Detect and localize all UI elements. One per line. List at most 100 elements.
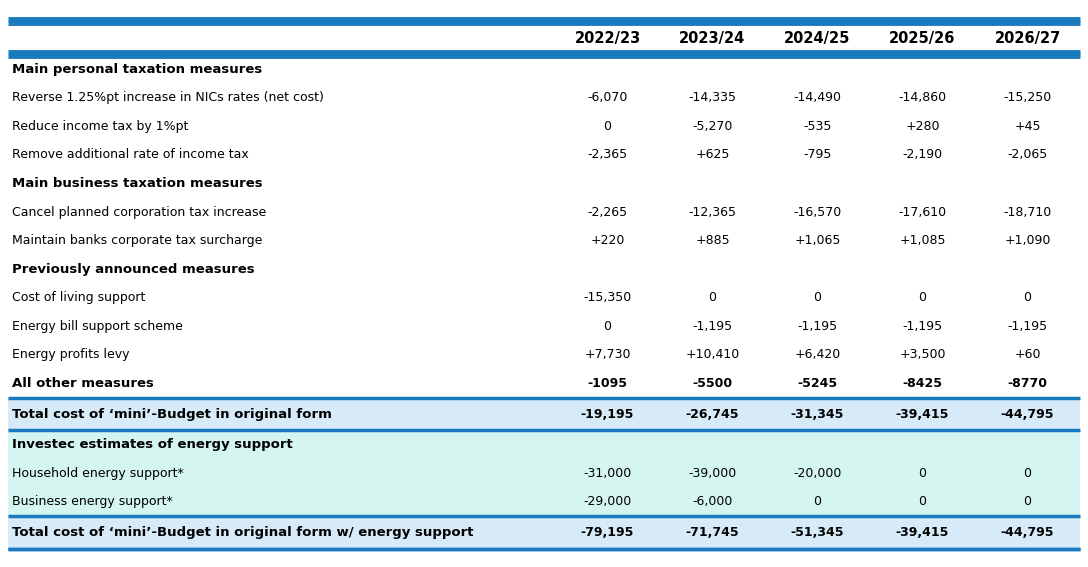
Text: -14,335: -14,335 [689,91,737,104]
Text: -535: -535 [803,120,831,133]
Text: 0: 0 [918,291,927,304]
Text: +60: +60 [1014,348,1041,361]
Text: -8425: -8425 [903,377,942,390]
Text: Remove additional rate of income tax: Remove additional rate of income tax [12,149,249,162]
Bar [8,255,1080,284]
Text: -1095: -1095 [588,377,628,390]
Text: +625: +625 [695,149,730,162]
Text: +1,090: +1,090 [1004,234,1051,247]
Text: -1,195: -1,195 [1007,320,1048,333]
Text: 0: 0 [918,467,927,480]
Text: -14,490: -14,490 [793,91,841,104]
Bar [8,169,1080,198]
Bar [8,397,1080,430]
Text: -1,195: -1,195 [692,320,732,333]
Text: -31,000: -31,000 [583,467,632,480]
Text: Energy profits levy: Energy profits levy [12,348,129,361]
Bar [8,83,1080,112]
Text: +6,420: +6,420 [794,348,841,361]
Bar [8,516,1080,549]
Text: -5500: -5500 [692,377,732,390]
Text: -5245: -5245 [798,377,838,390]
Text: -18,710: -18,710 [1003,206,1052,218]
Text: -8770: -8770 [1007,377,1048,390]
Text: -39,000: -39,000 [689,467,737,480]
Text: -17,610: -17,610 [899,206,947,218]
Text: +3,500: +3,500 [900,348,945,361]
Text: 0: 0 [1024,496,1031,509]
Bar [8,198,1080,226]
Text: Cost of living support: Cost of living support [12,291,146,304]
Text: -6,070: -6,070 [588,91,628,104]
Text: -19,195: -19,195 [581,408,634,421]
Text: +1,085: +1,085 [900,234,945,247]
Text: Cancel planned corporation tax increase: Cancel planned corporation tax increase [12,206,267,218]
Text: 0: 0 [1024,291,1031,304]
Text: 0: 0 [1024,467,1031,480]
Bar [8,312,1080,341]
Text: All other measures: All other measures [12,377,153,390]
Bar [8,341,1080,369]
Bar [8,430,1080,459]
Bar [8,488,1080,516]
Bar [8,112,1080,141]
Text: 2022/23: 2022/23 [574,32,641,46]
Text: -79,195: -79,195 [581,526,634,539]
Text: -12,365: -12,365 [689,206,737,218]
Text: 0: 0 [604,320,611,333]
Text: 0: 0 [918,496,927,509]
Text: Household energy support*: Household energy support* [12,467,184,480]
Bar [8,226,1080,255]
Text: -15,350: -15,350 [583,291,632,304]
Bar [8,55,1080,83]
Text: Energy bill support scheme: Energy bill support scheme [12,320,183,333]
Text: -795: -795 [803,149,831,162]
Bar [8,459,1080,488]
Text: -44,795: -44,795 [1001,526,1054,539]
Text: +280: +280 [905,120,940,133]
Text: +1,065: +1,065 [794,234,841,247]
Bar [8,141,1080,169]
Text: 2025/26: 2025/26 [889,32,955,46]
Text: -31,345: -31,345 [791,408,844,421]
Text: +10,410: +10,410 [685,348,740,361]
Text: 0: 0 [814,291,821,304]
Text: 2023/24: 2023/24 [679,32,745,46]
Text: -16,570: -16,570 [793,206,842,218]
Text: -39,415: -39,415 [895,408,949,421]
Text: -44,795: -44,795 [1001,408,1054,421]
Text: -20,000: -20,000 [793,467,842,480]
Text: Investec estimates of energy support: Investec estimates of energy support [12,438,293,451]
Text: Total cost of ‘mini’-Budget in original form: Total cost of ‘mini’-Budget in original … [12,408,332,421]
Text: 0: 0 [708,291,717,304]
Text: +45: +45 [1014,120,1041,133]
Text: Previously announced measures: Previously announced measures [12,263,255,276]
Text: -14,860: -14,860 [899,91,947,104]
Text: Reduce income tax by 1%pt: Reduce income tax by 1%pt [12,120,188,133]
Text: -1,195: -1,195 [902,320,942,333]
Text: -15,250: -15,250 [1003,91,1052,104]
Text: -6,000: -6,000 [692,496,732,509]
Text: Maintain banks corporate tax surcharge: Maintain banks corporate tax surcharge [12,234,262,247]
Text: Main personal taxation measures: Main personal taxation measures [12,63,262,76]
Text: +220: +220 [591,234,625,247]
Text: -2,265: -2,265 [588,206,628,218]
Text: Reverse 1.25%pt increase in NICs rates (net cost): Reverse 1.25%pt increase in NICs rates (… [12,91,324,104]
Text: -1,195: -1,195 [798,320,838,333]
Text: -29,000: -29,000 [583,496,632,509]
Text: 2024/25: 2024/25 [784,32,851,46]
Text: -2,365: -2,365 [588,149,628,162]
Text: -39,415: -39,415 [895,526,949,539]
Text: 2026/27: 2026/27 [994,32,1061,46]
Text: 0: 0 [814,496,821,509]
Text: Total cost of ‘mini’-Budget in original form w/ energy support: Total cost of ‘mini’-Budget in original … [12,526,473,539]
Text: +7,730: +7,730 [584,348,631,361]
Text: Main business taxation measures: Main business taxation measures [12,177,262,190]
Bar [8,369,1080,397]
Text: -2,190: -2,190 [902,149,942,162]
Bar [8,284,1080,312]
Text: -2,065: -2,065 [1007,149,1048,162]
Text: +885: +885 [695,234,730,247]
Text: Business energy support*: Business energy support* [12,496,173,509]
Text: -71,745: -71,745 [685,526,740,539]
